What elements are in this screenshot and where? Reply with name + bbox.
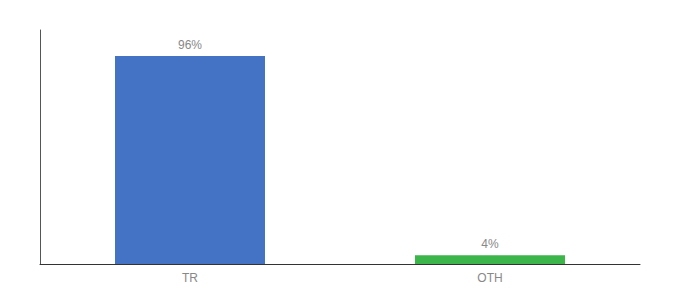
- svg-text:96%: 96%: [178, 38, 202, 52]
- svg-text:4%: 4%: [481, 237, 499, 251]
- svg-text:TR: TR: [182, 271, 198, 285]
- svg-text:OTH: OTH: [477, 271, 502, 285]
